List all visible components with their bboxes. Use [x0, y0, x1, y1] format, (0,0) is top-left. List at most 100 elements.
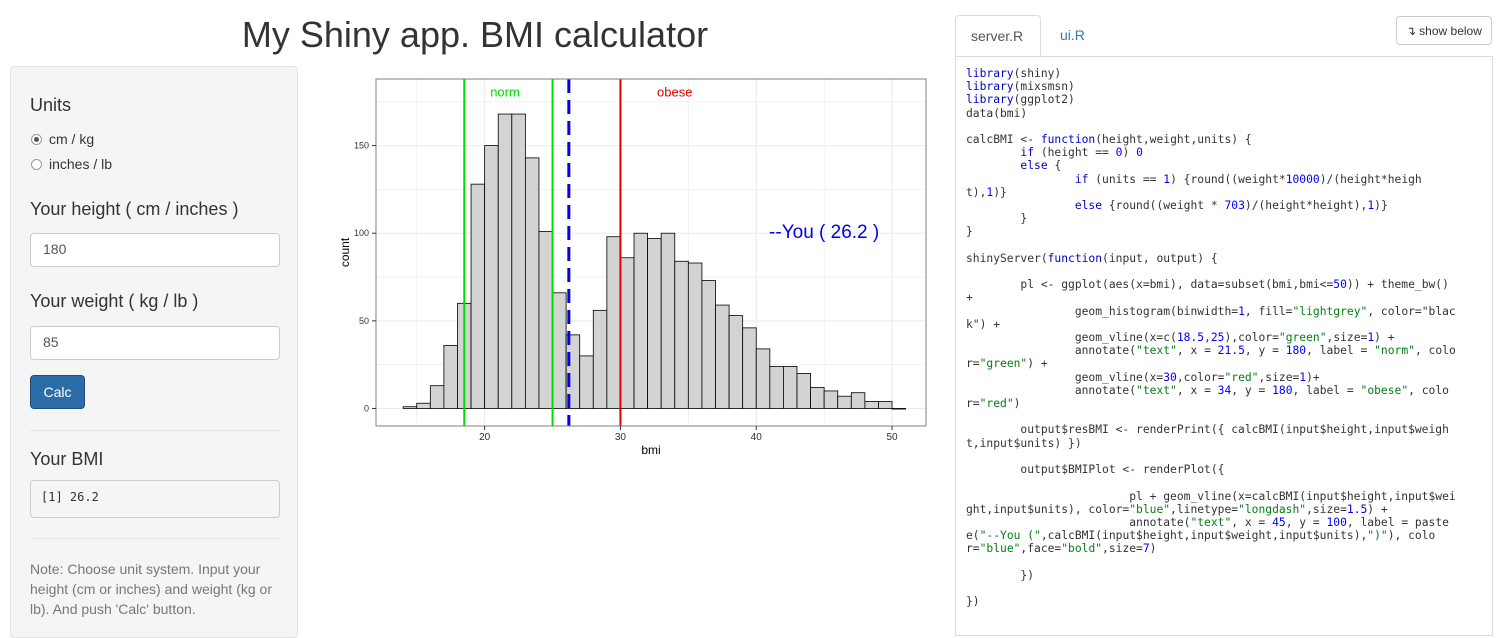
divider [30, 538, 280, 539]
code-line: if (height == 0) 0 [1020, 146, 1143, 160]
code-line: } [966, 212, 1028, 226]
histogram-bar [715, 304, 730, 409]
histogram-bar [837, 395, 852, 409]
code-line: annotate("text", x = 45, y = 100, label … [966, 515, 1449, 529]
y-tick-label: 0 [364, 403, 369, 413]
histogram-bar [538, 231, 553, 409]
height-input[interactable]: 180 [30, 233, 280, 267]
code-line: else { [1020, 159, 1062, 173]
x-tick-label: 30 [615, 432, 627, 443]
code-line: t,input$units) }) [966, 436, 1082, 450]
code-line: else {round((weight * 703)/(height*heigh… [1074, 199, 1388, 213]
histogram-bar [416, 402, 431, 409]
histogram-bar [470, 183, 486, 409]
tabs-underline [955, 56, 1493, 57]
show-below-label: show below [1419, 23, 1482, 38]
code-line: data(bmi) [966, 106, 1028, 120]
divider [30, 430, 280, 431]
code-line: } [966, 225, 973, 239]
histogram-bar [810, 387, 825, 409]
histogram-bar [402, 406, 418, 409]
code-line: calcBMI <- function(height,weight,units)… [966, 133, 1252, 147]
histogram-bar [429, 385, 445, 409]
bmi-output: [1] 26.2 [30, 480, 280, 518]
show-below-button[interactable]: ↴ show below [1396, 16, 1492, 45]
code-line: + [966, 291, 973, 305]
code-line: output$BMIPlot <- renderPlot({ [966, 463, 1225, 477]
code-line: k") + [966, 317, 1001, 331]
code-line: library(ggplot2) [966, 93, 1075, 107]
weight-input[interactable]: 85 [30, 326, 280, 360]
histogram-bar [443, 344, 458, 409]
code-line: pl <- ggplot(aes(x=bmi), data=subset(bmi… [966, 278, 1449, 292]
chart-annotation: obese [657, 84, 692, 99]
histogram-bar [633, 232, 649, 409]
code-line: geom_vline(x=30,color="red",size=1)+ [966, 370, 1320, 384]
code-panel[interactable]: library(shiny) library(mixsmsn) library(… [955, 56, 1493, 636]
radio-label-cm-kg: cm / kg [49, 131, 95, 147]
x-tick-label: 50 [886, 432, 898, 443]
radio-cm-kg[interactable]: cm / kg [31, 131, 94, 147]
x-tick-label: 40 [751, 432, 763, 443]
code-line: r="green") + [966, 357, 1048, 371]
histogram-bar [484, 145, 499, 409]
histogram-bar [524, 157, 540, 409]
code-line: if (units == 1) {round((weight*10000)/(h… [1074, 172, 1422, 186]
code-line: ght,input$units), color="blue",linetype=… [966, 502, 1388, 516]
histogram-bar [674, 260, 689, 409]
radio-button-checked[interactable] [31, 133, 42, 145]
histogram-bar [864, 401, 879, 409]
code-line: e("--You (",calcBMI(input$height,input$w… [966, 529, 1436, 543]
histogram-bar [511, 113, 526, 409]
chart-annotation: --You ( 26.2 ) [769, 222, 879, 243]
histogram-bar [769, 366, 784, 409]
code-line: r="blue",face="bold",size=7) [966, 542, 1157, 556]
y-tick-label: 50 [359, 316, 369, 326]
histogram-bar [878, 401, 893, 409]
histogram-bar [823, 390, 839, 409]
radio-label-inches-lb: inches / lb [49, 156, 113, 172]
code-line: annotate("text", x = 21.5, y = 180, labe… [966, 344, 1456, 358]
calc-button[interactable]: Calc [30, 375, 85, 409]
tab-server-r[interactable]: server.R [955, 15, 1041, 57]
chart-annotation: norm [490, 84, 520, 99]
histogram-bar [891, 408, 907, 410]
code-line: r="red") [966, 397, 1021, 411]
code-line: }) [966, 595, 980, 609]
bmi-label: Your BMI [30, 449, 104, 469]
bmi-histogram-chart: norm obese --You ( 26.2 ) 20 30 40 50 0 50 100 150… [338, 78, 927, 457]
code-line: }) [966, 568, 1035, 582]
histogram-bar [592, 309, 608, 409]
radio-button-unchecked[interactable] [31, 158, 42, 170]
histogram-bar [552, 292, 567, 409]
code-line: shinyServer(function(input, output) { [966, 251, 1218, 265]
histogram-bar [796, 373, 811, 409]
source-code: library(shiny) library(mixsmsn) library(… [966, 67, 1456, 608]
histogram-bar [647, 238, 662, 409]
y-axis-label: count [338, 237, 352, 267]
arrow-down-icon: ↴ [1406, 23, 1417, 38]
code-line: library(shiny) [966, 67, 1062, 80]
histogram-bar [783, 366, 798, 409]
code-line: t),1)} [966, 185, 1007, 199]
plot-border [375, 78, 927, 427]
histogram-bar [606, 236, 621, 409]
code-line: output$resBMI <- renderPrint({ calcBMI(i… [966, 423, 1449, 437]
histogram-bar [497, 113, 513, 409]
code-line: annotate("text", x = 34, y = 180, label … [966, 383, 1449, 397]
code-line: library(mixsmsn) [966, 80, 1075, 94]
code-line: geom_vline(x=c(18.5,25),color="green",si… [966, 331, 1395, 345]
histogram-bar [701, 280, 716, 409]
tab-ui-r[interactable]: ui.R [1060, 27, 1085, 43]
x-axis-label: bmi [641, 443, 660, 457]
page-title: My Shiny app. BMI calculator [241, 14, 709, 55]
code-line: geom_histogram(binwidth=1, fill="lightgr… [966, 304, 1456, 318]
histogram-bar [660, 232, 676, 409]
x-tick-label: 20 [479, 432, 491, 443]
height-label: Your height ( cm / inches ) [30, 199, 239, 219]
histogram-bar [687, 262, 703, 409]
code-line: pl + geom_vline(x=calcBMI(input$height,i… [966, 489, 1456, 503]
radio-inches-lb[interactable]: inches / lb [31, 156, 112, 172]
y-tick-label: 150 [354, 141, 369, 151]
histogram-bar [728, 315, 744, 409]
